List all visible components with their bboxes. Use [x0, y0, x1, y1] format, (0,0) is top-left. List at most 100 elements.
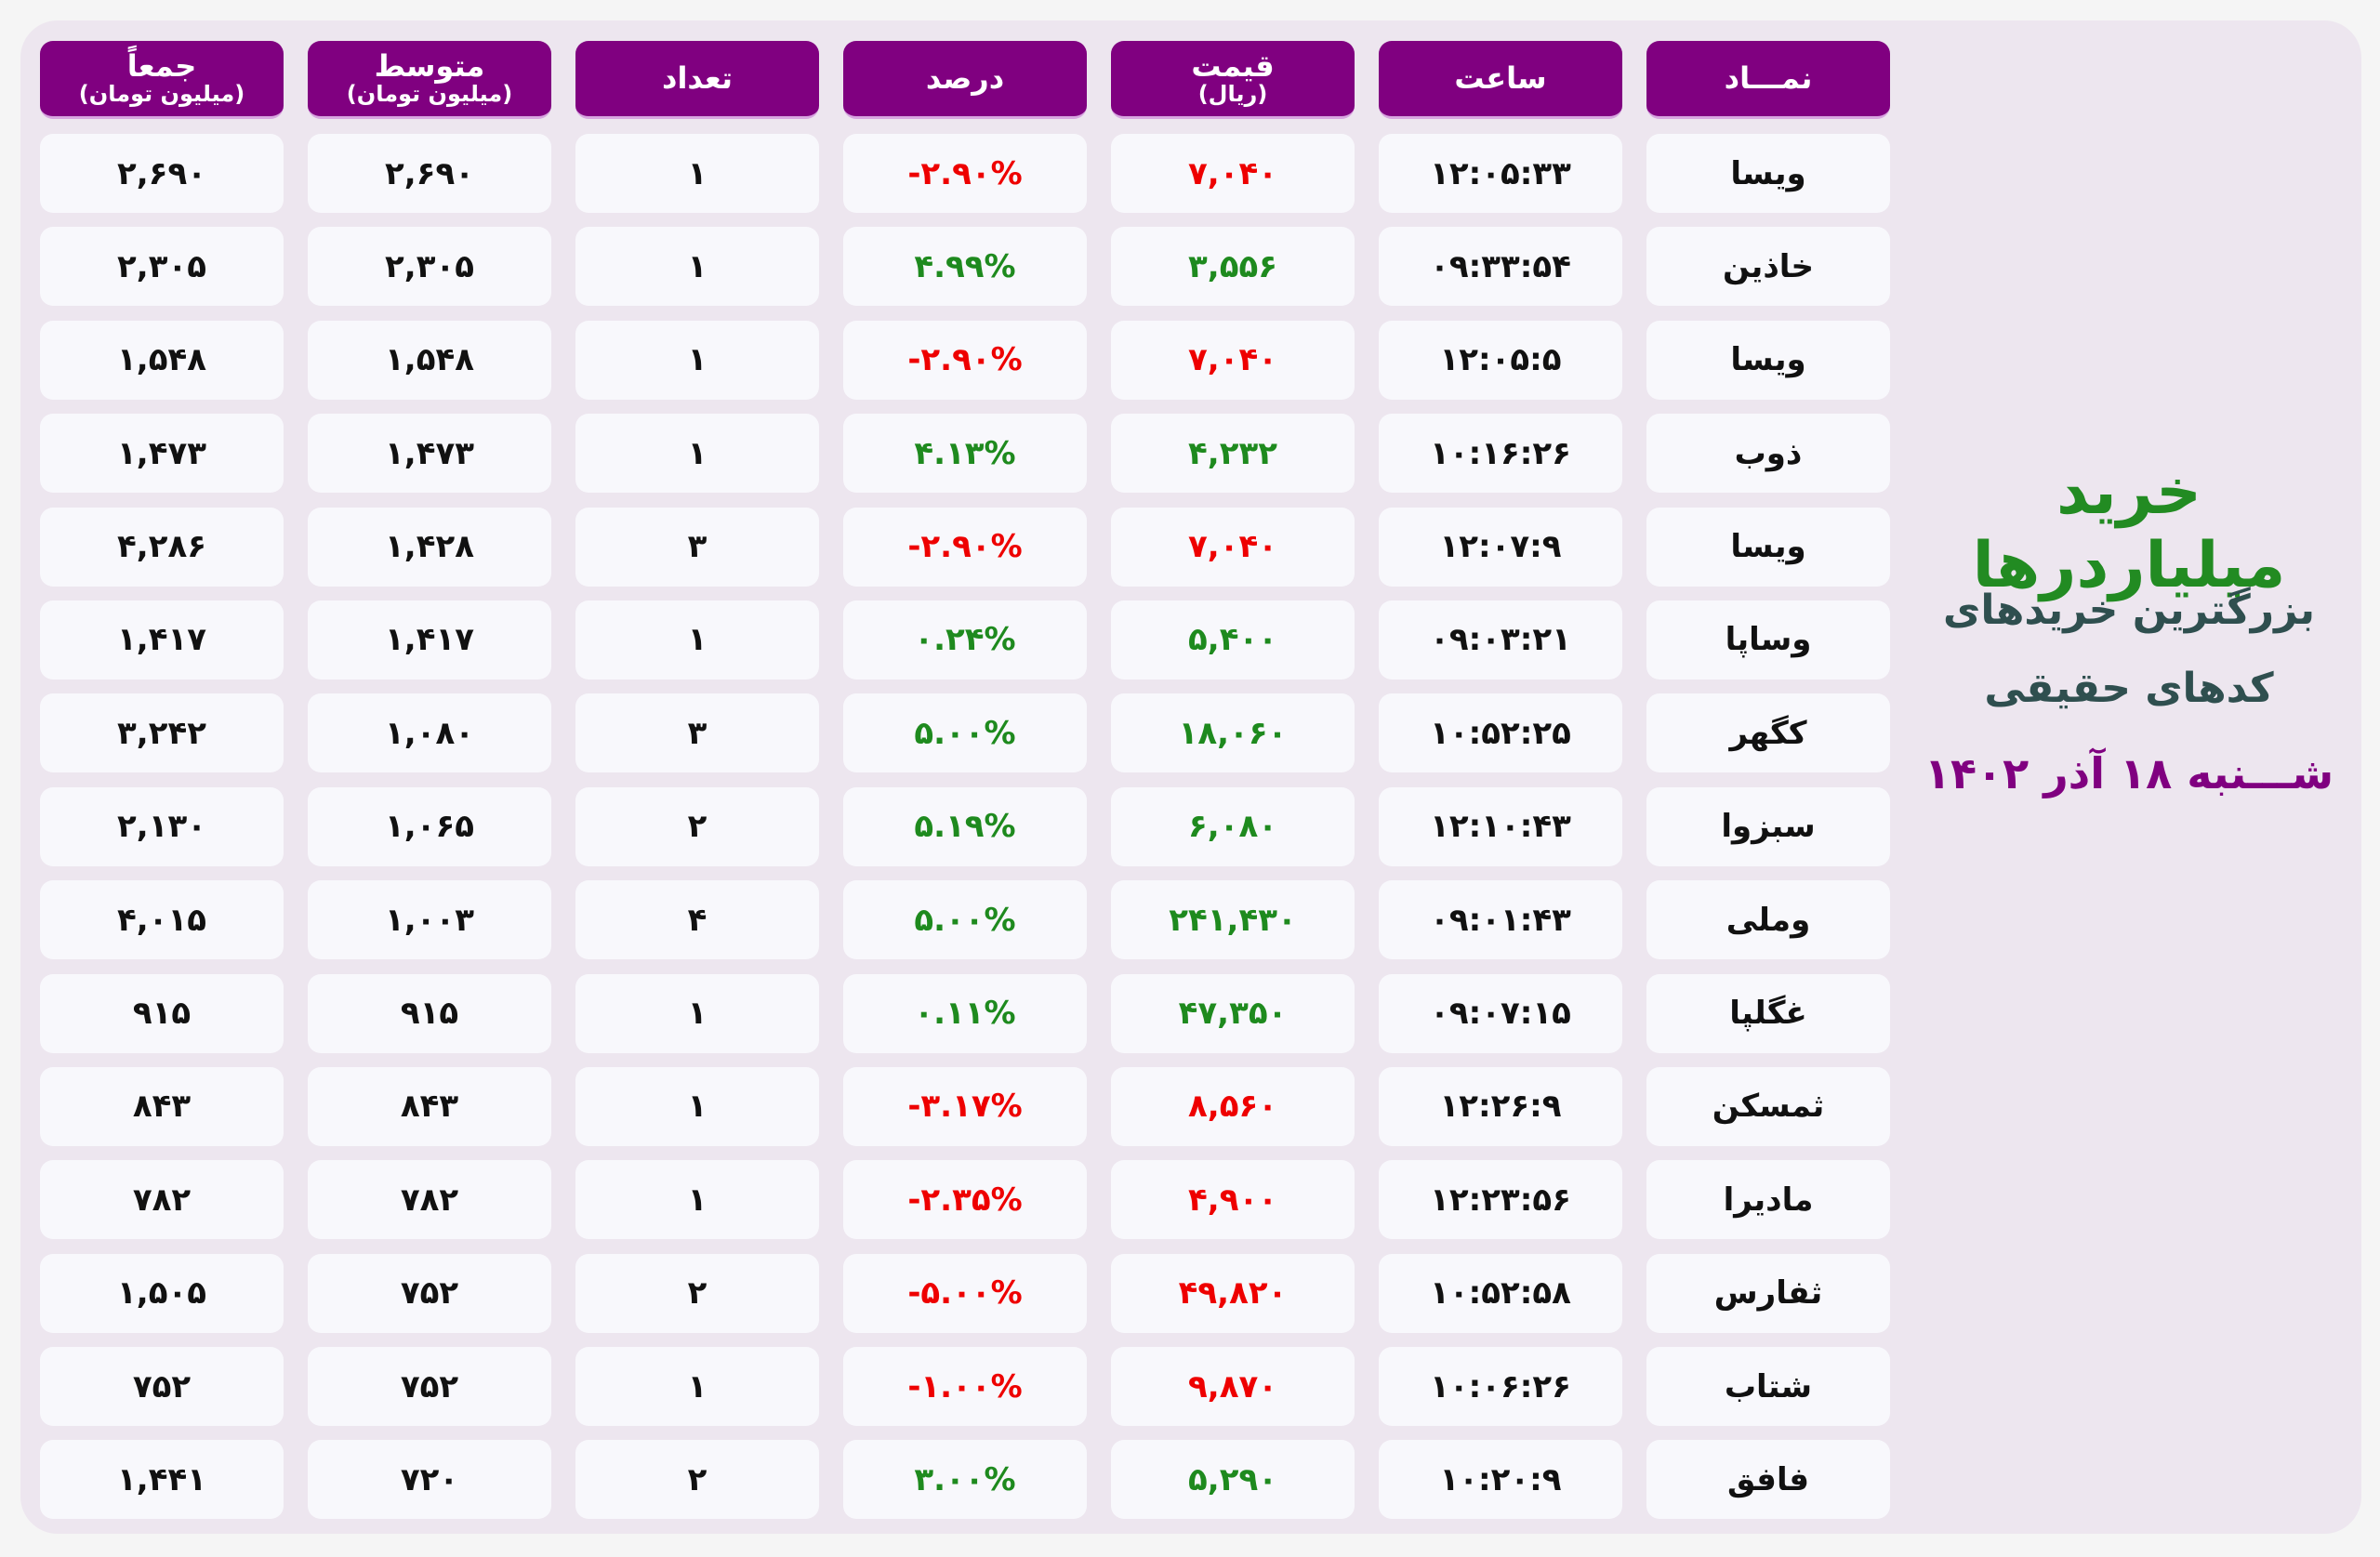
cell-time: ۱۰:۱۶:۲۶ — [1379, 414, 1622, 494]
cell-count: ۴ — [575, 880, 819, 960]
cell-count: ۲ — [575, 786, 819, 866]
cell-symbol: ویسا — [1646, 320, 1890, 400]
cell-total: ۴,۰۱۵ — [40, 880, 284, 960]
cell-percent: -۳.۱۷% — [843, 1066, 1087, 1146]
cell-time: ۱۰:۲۰:۹ — [1379, 1440, 1622, 1520]
cell-avg: ۱,۰۰۳ — [308, 880, 551, 960]
cell-price: ۸,۵۶۰ — [1111, 1066, 1355, 1146]
cell-percent: ۵.۰۰% — [843, 693, 1087, 773]
cell-avg: ۷۸۲ — [308, 1160, 551, 1240]
cell-price: ۷,۰۴۰ — [1111, 507, 1355, 587]
table-row: شتاب ۱۰:۰۶:۲۶ ۹,۸۷۰ -۱.۰۰% ۱ ۷۵۲ ۷۵۲ — [39, 1347, 1890, 1427]
cell-price: ۱۸,۰۶۰ — [1111, 693, 1355, 773]
table-row: ویسا ۱۲:۰۵:۳۳ ۷,۰۴۰ -۲.۹۰% ۱ ۲,۶۹۰ ۲,۶۹۰ — [39, 134, 1890, 213]
cell-avg: ۱,۴۷۳ — [308, 414, 551, 494]
table-row: غگلپا ۰۹:۰۷:۱۵ ۴۷,۳۵۰ ۰.۱۱% ۱ ۹۱۵ ۹۱۵ — [39, 973, 1890, 1053]
header-label: درصد — [925, 59, 1005, 96]
cell-price: ۴,۹۰۰ — [1111, 1160, 1355, 1240]
header-label: ساعت — [1454, 59, 1547, 96]
cell-avg: ۲,۶۹۰ — [308, 134, 551, 213]
cell-total: ۱,۴۷۳ — [40, 414, 284, 494]
cell-count: ۱ — [575, 973, 819, 1053]
table-row: خاذین ۰۹:۳۳:۵۴ ۳,۵۵۶ ۴.۹۹% ۱ ۲,۳۰۵ ۲,۳۰۵ — [39, 227, 1890, 307]
cell-percent: ۴.۱۳% — [843, 414, 1087, 494]
cell-time: ۱۲:۲۶:۹ — [1379, 1066, 1622, 1146]
cell-time: ۱۰:۰۶:۲۶ — [1379, 1347, 1622, 1427]
page-title: خرید میلیاردرها — [1972, 455, 2286, 602]
cell-avg: ۹۱۵ — [308, 973, 551, 1053]
column-header-percent: درصد — [843, 41, 1087, 119]
cell-price: ۴,۲۳۲ — [1111, 414, 1355, 494]
table-row: ثمسکن ۱۲:۲۶:۹ ۸,۵۶۰ -۳.۱۷% ۱ ۸۴۳ ۸۴۳ — [39, 1066, 1890, 1146]
cell-percent: ۵.۱۹% — [843, 786, 1087, 866]
cell-symbol: مادیرا — [1646, 1160, 1890, 1240]
cell-time: ۱۲:۱۰:۴۳ — [1379, 786, 1622, 866]
subtitle-line-2: کدهای حقیقی — [1984, 665, 2274, 712]
cell-avg: ۱,۰۸۰ — [308, 693, 551, 773]
cell-price: ۶,۰۸۰ — [1111, 786, 1355, 866]
cell-count: ۱ — [575, 600, 819, 680]
column-header-price: قیمت (ریال) — [1111, 41, 1355, 119]
cell-total: ۷۸۲ — [40, 1160, 284, 1240]
column-header-total: جمعاً (میلیون تومان) — [40, 41, 284, 119]
cell-percent: ۳.۰۰% — [843, 1440, 1087, 1520]
cell-percent: ۴.۹۹% — [843, 227, 1087, 307]
cell-price: ۳,۵۵۶ — [1111, 227, 1355, 307]
cell-avg: ۷۵۲ — [308, 1347, 551, 1427]
cell-total: ۳,۲۴۲ — [40, 693, 284, 773]
cell-time: ۰۹:۰۷:۱۵ — [1379, 973, 1622, 1053]
cell-total: ۲,۶۹۰ — [40, 134, 284, 213]
table-row: وساپا ۰۹:۰۳:۲۱ ۵,۴۰۰ ۰.۲۴% ۱ ۱,۴۱۷ ۱,۴۱۷ — [39, 600, 1890, 680]
subtitle-line-1: بزرگترین خریدهای — [1943, 587, 2315, 634]
cell-total: ۱,۴۱۷ — [40, 600, 284, 680]
table-row: سبزوا ۱۲:۱۰:۴۳ ۶,۰۸۰ ۵.۱۹% ۲ ۱,۰۶۵ ۲,۱۳۰ — [39, 786, 1890, 866]
cell-symbol: خاذین — [1646, 227, 1890, 307]
table-row: ثفارس ۱۰:۵۲:۵۸ ۴۹,۸۲۰ -۵.۰۰% ۲ ۷۵۲ ۱,۵۰۵ — [39, 1253, 1890, 1333]
cell-time: ۰۹:۳۳:۵۴ — [1379, 227, 1622, 307]
column-header-avg: متوسط (میلیون تومان) — [308, 41, 551, 119]
table-row: مادیرا ۱۲:۲۳:۵۶ ۴,۹۰۰ -۲.۳۵% ۱ ۷۸۲ ۷۸۲ — [39, 1160, 1890, 1240]
cell-avg: ۱,۴۲۸ — [308, 507, 551, 587]
column-header-symbol: نمـــاد — [1646, 41, 1890, 119]
column-header-count: تعداد — [575, 41, 819, 119]
cell-percent: -۲.۳۵% — [843, 1160, 1087, 1240]
cell-percent: ۵.۰۰% — [843, 880, 1087, 960]
cell-total: ۲,۱۳۰ — [40, 786, 284, 866]
header-label: نمـــاد — [1724, 59, 1813, 96]
cell-symbol: ثفارس — [1646, 1253, 1890, 1333]
header-unit: (میلیون تومان) — [346, 80, 513, 107]
table-row: وملی ۰۹:۰۱:۴۳ ۲۴۱,۴۳۰ ۵.۰۰% ۴ ۱,۰۰۳ ۴,۰۱۵ — [39, 880, 1890, 960]
cell-total: ۸۴۳ — [40, 1066, 284, 1146]
cell-total: ۱,۵۰۵ — [40, 1253, 284, 1333]
cell-count: ۲ — [575, 1253, 819, 1333]
column-header-time: ساعت — [1379, 41, 1622, 119]
table-row: ذوب ۱۰:۱۶:۲۶ ۴,۲۳۲ ۴.۱۳% ۱ ۱,۴۷۳ ۱,۴۷۳ — [39, 414, 1890, 494]
cell-symbol: وملی — [1646, 880, 1890, 960]
cell-time: ۱۲:۰۷:۹ — [1379, 507, 1622, 587]
cell-time: ۰۹:۰۱:۴۳ — [1379, 880, 1622, 960]
cell-price: ۵,۴۰۰ — [1111, 600, 1355, 680]
header-label: متوسط — [374, 48, 485, 85]
cell-count: ۱ — [575, 414, 819, 494]
cell-percent: -۲.۹۰% — [843, 320, 1087, 400]
table-row: کگهر ۱۰:۵۲:۲۵ ۱۸,۰۶۰ ۵.۰۰% ۳ ۱,۰۸۰ ۳,۲۴۲ — [39, 693, 1890, 773]
cell-symbol: ثمسکن — [1646, 1066, 1890, 1146]
cell-total: ۲,۳۰۵ — [40, 227, 284, 307]
cell-symbol: شتاب — [1646, 1347, 1890, 1427]
cell-count: ۱ — [575, 134, 819, 213]
cell-price: ۲۴۱,۴۳۰ — [1111, 880, 1355, 960]
cell-time: ۰۹:۰۳:۲۱ — [1379, 600, 1622, 680]
table-row: ویسا ۱۲:۰۵:۵ ۷,۰۴۰ -۲.۹۰% ۱ ۱,۵۴۸ ۱,۵۴۸ — [39, 320, 1890, 400]
cell-percent: ۰.۲۴% — [843, 600, 1087, 680]
cell-total: ۴,۲۸۶ — [40, 507, 284, 587]
cell-price: ۴۷,۳۵۰ — [1111, 973, 1355, 1053]
cell-time: ۱۲:۰۵:۵ — [1379, 320, 1622, 400]
cell-avg: ۲,۳۰۵ — [308, 227, 551, 307]
cell-avg: ۱,۴۱۷ — [308, 600, 551, 680]
cell-time: ۱۰:۵۲:۵۸ — [1379, 1253, 1622, 1333]
cell-symbol: ذوب — [1646, 414, 1890, 494]
cell-price: ۹,۸۷۰ — [1111, 1347, 1355, 1427]
cell-percent: -۵.۰۰% — [843, 1253, 1087, 1333]
cell-time: ۱۲:۰۵:۳۳ — [1379, 134, 1622, 213]
cell-count: ۱ — [575, 1066, 819, 1146]
